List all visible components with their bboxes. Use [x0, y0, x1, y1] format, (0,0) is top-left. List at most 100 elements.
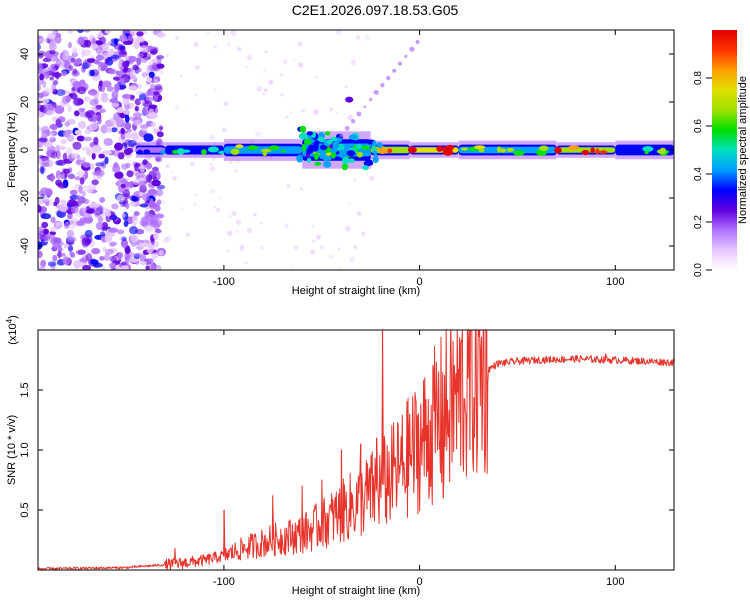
spectrogram-noise-cell	[55, 89, 66, 96]
spectrogram-noise-cell	[99, 256, 105, 261]
snr-line	[38, 330, 674, 570]
spectrogram-noise-cell	[156, 131, 164, 138]
spectrogram-noise-cell	[114, 142, 123, 151]
spectrogram-noise-cell	[67, 105, 72, 113]
spectrogram-noise-cell	[118, 50, 128, 58]
spectrogram-scatter-blob	[369, 98, 373, 102]
spectrogram-noise-cell	[282, 59, 288, 65]
spectrogram-noise-cell	[55, 71, 60, 80]
spectrogram-noise-cell	[120, 239, 128, 248]
spectrogram-noise-cell	[121, 163, 129, 170]
spectrogram-noise-cell	[285, 115, 289, 119]
spectrogram-scatter-blob	[372, 140, 377, 146]
spectrogram-noise-cell	[42, 103, 52, 108]
spectrogram-scatter-blob	[339, 133, 344, 138]
spectrogram-noise-cell	[59, 146, 66, 150]
spectrogram-noise-cell	[99, 197, 106, 203]
spectrogram-band-blob	[473, 145, 486, 150]
spectrogram-band-blob	[201, 149, 207, 155]
spectrogram-noise-cell	[230, 30, 237, 36]
spectrogram-noise-cell	[264, 50, 268, 54]
spectrogram-noise-cell	[86, 58, 96, 63]
spectrogram-noise-cell	[226, 42, 231, 47]
spectrogram-noise-cell	[119, 34, 128, 43]
spectrogram-noise-cell	[246, 227, 252, 234]
spectrogram-noise-cell	[81, 191, 86, 197]
spectrogram-noise-cell	[74, 176, 81, 181]
spectrogram-band-blob	[379, 148, 387, 155]
spectrogram-noise-cell	[98, 82, 102, 92]
spectrogram-noise-cell	[61, 70, 68, 77]
spectrogram-noise-cell	[103, 44, 110, 52]
spectrogram-noise-cell	[194, 193, 198, 197]
spectrogram-noise-cell	[104, 248, 114, 255]
spectrogram-noise-cell	[44, 197, 49, 202]
spectrogram-noise-cell	[155, 63, 165, 69]
spectrogram-noise-cell	[356, 211, 362, 216]
spectrogram-noise-cell	[310, 249, 316, 255]
spectrogram-noise-cell	[172, 175, 177, 181]
snr-y-tick-label: 1.0	[19, 442, 31, 457]
spectrogram-noise-cell	[70, 57, 75, 63]
spectrogram-noise-cell	[102, 52, 110, 58]
spectrogram-scatter-blob	[372, 155, 379, 164]
spectrogram-noise-cell	[87, 184, 97, 191]
spectrogram-noise-cell	[129, 71, 136, 81]
spectrogram-noise-cell	[165, 164, 170, 169]
spectrogram-noise-cell	[77, 249, 87, 255]
spectrogram-scatter-blob	[361, 145, 370, 150]
spectrogram-noise-cell	[133, 252, 143, 258]
spectrogram-band-blob	[387, 148, 393, 154]
spectrogram-noise-cell	[38, 140, 44, 149]
spectrogram-scatter-blob	[376, 142, 383, 149]
spectrogram-noise-cell	[111, 90, 119, 100]
spectrogram-band-blob	[590, 147, 595, 154]
spectrogram-noise-cell	[161, 200, 166, 205]
spectrogram-noise-cell	[148, 71, 155, 79]
spectrogram-noise-cell	[107, 68, 117, 75]
snr-x-tick-label: 100	[606, 576, 624, 588]
spectrogram-noise-cell	[131, 215, 138, 225]
spectrogram-scatter-blob	[319, 151, 326, 160]
spectrogram-noise-cell	[38, 110, 42, 118]
spectrogram-noise-cell	[239, 244, 245, 250]
spectrogram-noise-cell	[124, 55, 130, 61]
spectrogram-noise-cell	[315, 75, 319, 79]
spectrogram-noise-cell	[46, 151, 52, 158]
spectrogram-noise-cell	[42, 57, 52, 63]
spectrogram-noise-cell	[133, 40, 140, 50]
snr-y-axis-label: SNR (10 * v/v)	[6, 415, 18, 485]
spectrogram-noise-cell	[154, 264, 162, 270]
spectrogram-noise-cell	[223, 101, 229, 107]
spectrogram-noise-cell	[133, 211, 140, 216]
spectrogram-noise-cell	[237, 47, 242, 52]
spectrogram-noise-cell	[349, 256, 356, 263]
spectrogram-noise-cell	[76, 170, 86, 177]
spectrogram-noise-cell	[255, 131, 261, 137]
spectrogram-noise-cell	[148, 104, 158, 109]
spectrogram-noise-cell	[49, 132, 55, 140]
spectrogram-noise-cell	[253, 212, 257, 217]
spectrogram-scatter-blob	[298, 133, 308, 140]
spectrogram-band-blob	[506, 147, 515, 152]
spectrogram-noise-cell	[120, 77, 125, 85]
spectrogram-noise-cell	[76, 194, 82, 202]
spectrogram-scatter-blob	[325, 131, 331, 136]
spectrogram-noise-cell	[120, 265, 129, 270]
spectrogram-noise-cell	[336, 30, 342, 35]
spectrogram-noise-cell	[121, 100, 130, 105]
spectrogram-noise-cell	[347, 114, 354, 121]
spectrogram-noise-cell	[134, 98, 142, 106]
spectrogram-noise-cell	[38, 104, 45, 112]
spectrogram-band-body	[135, 147, 166, 153]
spectrogram-noise-cell	[153, 95, 159, 102]
spectrogram-noise-cell	[79, 110, 86, 118]
spectrogram-noise-cell	[235, 219, 242, 226]
spectrogram-noise-cell	[155, 188, 164, 197]
spectrogram-noise-cell	[116, 229, 125, 235]
spectrogram-noise-cell	[226, 249, 229, 253]
spectrogram-noise-cell	[120, 183, 126, 189]
spectrogram-noise-cell	[88, 122, 99, 131]
spectrogram-noise-cell	[147, 112, 158, 120]
spectrogram-noise-cell	[49, 42, 57, 52]
